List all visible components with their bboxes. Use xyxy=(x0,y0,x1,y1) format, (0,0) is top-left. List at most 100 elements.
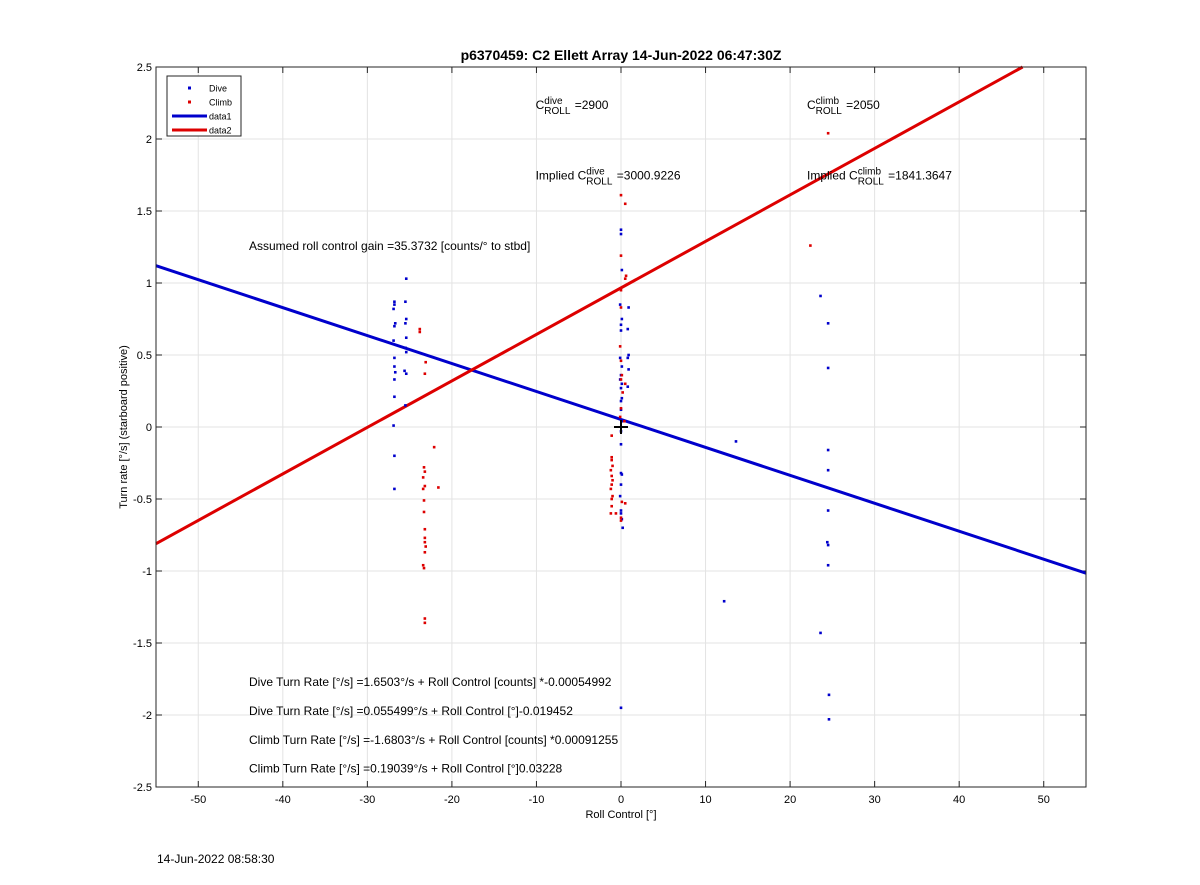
climb-point xyxy=(619,254,623,257)
dive-point xyxy=(620,382,624,386)
dive-point xyxy=(819,294,822,298)
climb-point xyxy=(437,486,440,489)
dive-point xyxy=(826,468,830,472)
x-tick-label: 10 xyxy=(699,794,711,806)
climb-point xyxy=(423,470,427,473)
climb-point xyxy=(421,476,425,479)
y-tick-label: -2 xyxy=(142,710,152,722)
dive-point xyxy=(826,366,830,370)
climb-point xyxy=(611,478,614,482)
climb-point xyxy=(610,458,613,462)
dive-point xyxy=(393,324,396,328)
climb-point xyxy=(623,382,627,386)
climb-point xyxy=(619,306,623,309)
dive-point xyxy=(393,365,396,368)
x-axis-label: Roll Control [°] xyxy=(585,809,656,821)
implied-climb-annotation: Implied Cclimb ROLL =1841.3647 xyxy=(807,166,952,187)
climb-point xyxy=(421,563,425,567)
dive-point xyxy=(826,563,830,567)
dive-point xyxy=(393,454,396,458)
climb-point xyxy=(422,510,426,514)
dive-point xyxy=(627,306,630,309)
dive-point xyxy=(393,378,396,381)
x-tick-label: -50 xyxy=(190,794,206,806)
dive-point xyxy=(404,317,408,321)
dive-point xyxy=(734,440,738,443)
dive-point xyxy=(826,448,830,452)
c-dive-annotation: Cdive ROLL =2900 xyxy=(536,96,609,117)
y-tick-label: 1.5 xyxy=(137,206,152,218)
dive-point xyxy=(826,509,830,512)
dive-point xyxy=(620,473,624,476)
plot-frame xyxy=(155,66,1087,788)
dive-point xyxy=(393,487,396,491)
climb-point xyxy=(423,617,427,620)
eq1-annotation: Dive Turn Rate [°/s] =1.6503°/s + Roll C… xyxy=(249,675,612,689)
dive-point xyxy=(619,386,623,390)
dive-point xyxy=(619,483,623,486)
eq4-annotation: Climb Turn Rate [°/s] =0.19039°/s + Roll… xyxy=(249,762,563,776)
dive-point xyxy=(627,368,630,371)
dive-point xyxy=(619,408,623,412)
legend-marker xyxy=(188,100,191,104)
climb-point xyxy=(423,550,427,554)
dive-point xyxy=(403,369,406,373)
data-points xyxy=(392,131,831,721)
dive-point xyxy=(393,300,396,304)
y-axis-label: Turn rate [°/s] (starboard positive) xyxy=(118,345,130,509)
y-tick-label: -1 xyxy=(142,566,152,578)
dive-point xyxy=(619,228,623,232)
climb-point xyxy=(423,621,427,625)
dive-point xyxy=(626,356,630,360)
legend-label: data1 xyxy=(209,112,232,122)
dive-point xyxy=(392,307,395,311)
dive-point xyxy=(404,346,407,350)
climb-point xyxy=(619,359,623,363)
dive-point xyxy=(827,693,831,697)
dive-point xyxy=(627,353,630,357)
climb-point xyxy=(421,487,425,491)
dive-point xyxy=(393,303,396,306)
dive-point xyxy=(404,322,407,325)
x-tick-label: 50 xyxy=(1038,794,1050,806)
dive-point xyxy=(621,526,624,530)
dive-point xyxy=(404,277,408,280)
climb-point xyxy=(609,468,613,472)
legend-box xyxy=(166,75,242,137)
x-tick-label: 40 xyxy=(953,794,965,806)
y-tick-label: -2.5 xyxy=(133,782,152,794)
climb-point xyxy=(624,274,628,278)
dive-point xyxy=(619,706,623,710)
legend-label: Climb xyxy=(209,98,232,108)
x-tick-label: 0 xyxy=(618,794,624,806)
climb-point xyxy=(609,487,613,491)
dive-point xyxy=(826,322,830,325)
dive-point xyxy=(722,599,726,603)
legend-label: data2 xyxy=(209,126,232,136)
y-tick-label: 0.5 xyxy=(137,350,152,362)
y-tick-label: 0 xyxy=(146,422,152,434)
c-climb-annotation: Cclimb ROLL =2050 xyxy=(807,96,880,117)
climb-point xyxy=(422,566,426,570)
climb-point xyxy=(619,406,623,410)
x-tick-label: 20 xyxy=(784,794,796,806)
dive-point xyxy=(619,399,623,403)
climb-point xyxy=(422,499,426,502)
dive-point xyxy=(619,509,623,512)
chart-title: p6370459: C2 Ellett Array 14-Jun-2022 06… xyxy=(461,47,782,63)
climb-point xyxy=(610,483,613,486)
climb-point xyxy=(619,516,623,520)
dive-point xyxy=(393,395,396,399)
dive-point xyxy=(620,317,624,321)
climb-point xyxy=(826,131,830,135)
x-tick-label: -10 xyxy=(529,794,545,806)
climb-point xyxy=(610,474,613,478)
climb-point xyxy=(620,373,624,377)
climb-point xyxy=(623,202,627,206)
climb-point xyxy=(619,519,623,522)
data1-fit-line xyxy=(155,264,1087,575)
y-tick-label: 2 xyxy=(146,134,152,146)
climb-point xyxy=(620,500,624,504)
dive-point xyxy=(618,494,622,498)
